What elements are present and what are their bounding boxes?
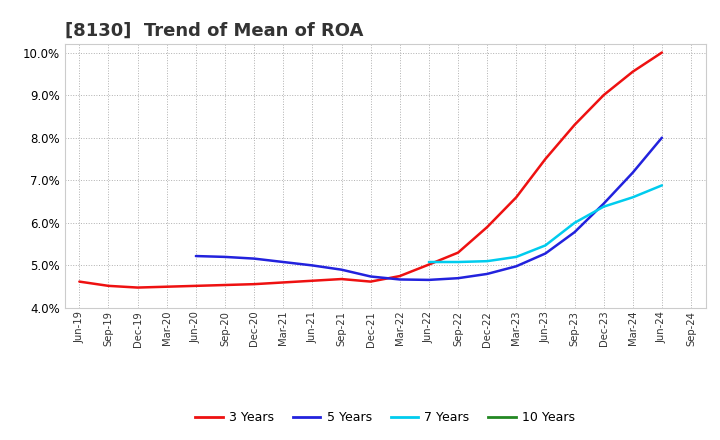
Line: 7 Years: 7 Years [429, 185, 662, 262]
3 Years [250, 282, 258, 287]
Line: 5 Years: 5 Years [196, 138, 662, 280]
7 Years [570, 220, 579, 225]
5 Years [483, 271, 492, 277]
7 Years [454, 259, 462, 264]
7 Years [512, 254, 521, 260]
3 Years [366, 279, 375, 284]
3 Years [104, 283, 113, 289]
3 Years [570, 122, 579, 128]
7 Years [541, 243, 550, 248]
3 Years [308, 278, 317, 283]
3 Years [541, 156, 550, 161]
5 Years [366, 274, 375, 279]
7 Years [657, 183, 666, 188]
7 Years [599, 204, 608, 209]
3 Years [483, 224, 492, 230]
5 Years [541, 251, 550, 256]
7 Years [483, 259, 492, 264]
3 Years [192, 283, 200, 289]
3 Years [220, 282, 229, 288]
3 Years [599, 92, 608, 98]
Legend: 3 Years, 5 Years, 7 Years, 10 Years: 3 Years, 5 Years, 7 Years, 10 Years [191, 407, 580, 429]
3 Years [163, 284, 171, 290]
Text: [8130]  Trend of Mean of ROA: [8130] Trend of Mean of ROA [65, 22, 363, 40]
3 Years [454, 250, 462, 255]
5 Years [629, 170, 637, 175]
5 Years [220, 254, 229, 260]
3 Years [133, 285, 142, 290]
3 Years [512, 194, 521, 200]
3 Years [337, 276, 346, 282]
5 Years [192, 253, 200, 259]
5 Years [308, 263, 317, 268]
3 Years [425, 262, 433, 267]
5 Years [512, 264, 521, 269]
5 Years [454, 275, 462, 281]
5 Years [337, 267, 346, 272]
3 Years [629, 69, 637, 74]
5 Years [657, 135, 666, 140]
3 Years [657, 50, 666, 55]
7 Years [425, 259, 433, 264]
3 Years [395, 273, 404, 279]
5 Years [425, 277, 433, 282]
7 Years [629, 194, 637, 200]
5 Years [279, 259, 287, 264]
5 Years [395, 277, 404, 282]
5 Years [250, 256, 258, 261]
3 Years [279, 280, 287, 285]
5 Years [570, 230, 579, 235]
5 Years [599, 201, 608, 206]
Line: 3 Years: 3 Years [79, 52, 662, 288]
3 Years [75, 279, 84, 284]
